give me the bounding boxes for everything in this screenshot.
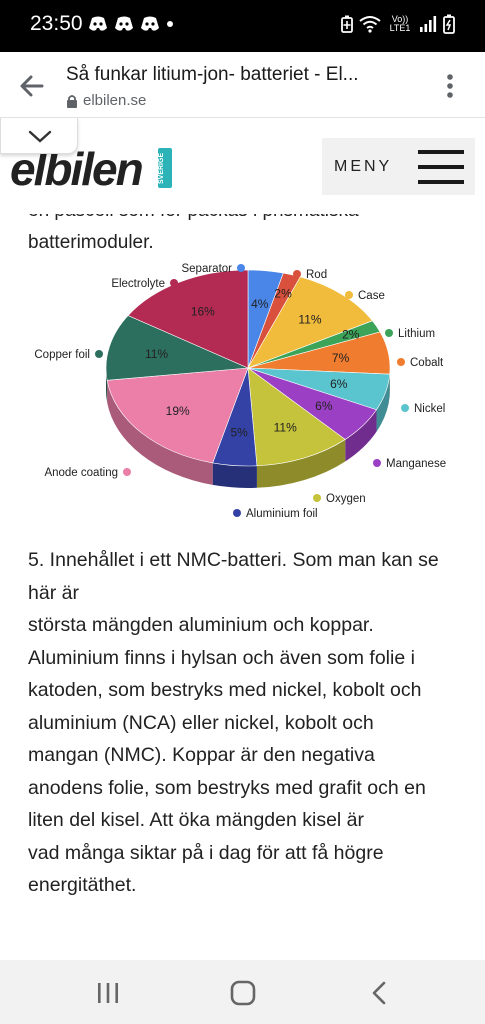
legend-dot	[95, 350, 103, 358]
discord-icon	[141, 16, 159, 31]
legend-dot	[373, 459, 381, 467]
system-nav-bar	[0, 960, 485, 1024]
caption-line: energitäthet.	[28, 874, 137, 896]
pie-value-label: 7%	[332, 351, 350, 365]
pie-slice-anode-coating	[106, 367, 249, 464]
article-text-cut: en pascell som for packas i prismatiska	[28, 214, 359, 222]
collapse-toolbar-button[interactable]	[0, 118, 78, 154]
pie-value-label: 11%	[145, 347, 168, 361]
caption-line: liten del kisel. Att öka mängden kisel ä…	[28, 809, 365, 831]
pie-value-label: 16%	[191, 304, 215, 318]
caption-line: katoden, som bestryks med nickel, kobolt…	[28, 679, 422, 701]
pie-value-label: 2%	[274, 286, 292, 300]
system-icons: Vo)) LTE1	[341, 14, 455, 34]
legend-label: Manganese	[386, 458, 446, 470]
chevron-down-icon	[28, 130, 52, 143]
legend-dot	[123, 468, 131, 476]
legend-label: Aluminium foil	[246, 508, 318, 520]
legend-dot	[233, 509, 241, 517]
battery-saver-icon	[341, 15, 353, 33]
recents-icon[interactable]	[94, 980, 122, 1006]
legend-dot	[345, 291, 353, 299]
discord-icon	[115, 16, 133, 31]
battery-content-pie-chart: 4% 2% 11% 2% 7% 6% 6% 11% 5% 19% 11% 16% Separator Ro…	[34, 263, 446, 520]
volte-icon: Vo)) LTE1	[389, 14, 411, 33]
legend-label: Separator	[181, 263, 232, 275]
legend-dot	[237, 264, 245, 272]
pie-value-label: 5%	[231, 425, 249, 439]
back-icon[interactable]	[366, 980, 394, 1006]
pie-slice-case	[247, 276, 373, 369]
status-time: 23:50	[30, 12, 83, 35]
discord-icon	[89, 16, 107, 31]
url-text: elbilen.se	[83, 92, 147, 109]
back-arrow-icon[interactable]	[18, 72, 46, 100]
browser-toolbar: Så funkar litium-jon- batteriet - El... …	[0, 52, 485, 118]
pie-slice-oxygen	[247, 367, 346, 467]
status-bar: 23:50 Vo)) LTE1	[0, 0, 485, 52]
battery-icon	[443, 14, 455, 34]
legend-label: Nickel	[414, 403, 445, 415]
caption-line: 5. Innehållet i ett NMC-batteri. Som man…	[28, 549, 439, 571]
legend-label: Oxygen	[326, 493, 366, 505]
legend-dot	[397, 358, 405, 366]
legend-label: Lithium	[398, 328, 435, 340]
signal-icon	[420, 16, 437, 32]
caption-line: här är	[28, 581, 79, 604]
pie-value-label: 19%	[166, 404, 190, 418]
lock-icon	[67, 94, 77, 108]
logo-tag: SVERIGE	[158, 148, 172, 188]
legend-dot	[401, 404, 409, 412]
site-header: elbilen SVERIGE MENY	[0, 118, 485, 214]
caption-line: Aluminium finns i hylsan och även som fo…	[28, 646, 415, 669]
wifi-icon	[359, 16, 381, 33]
pie-side-manganese	[345, 409, 377, 462]
article-text: batterimoduler.	[28, 232, 154, 253]
dot-icon	[167, 21, 173, 27]
article-body: en pascell som for packas i prismatiska …	[0, 214, 485, 960]
legend-label: Electrolyte	[111, 278, 165, 290]
menu-button[interactable]: MENY	[322, 138, 475, 195]
more-options-icon[interactable]	[438, 72, 462, 100]
pie-side-nickel	[376, 374, 390, 432]
caption-line: största mängden aluminium och koppar.	[28, 614, 374, 636]
caption-line: mangan (NMC). Koppar är den negativa	[28, 744, 375, 766]
page-title[interactable]: Så funkar litium-jon- batteriet - El...	[66, 64, 359, 85]
url-display[interactable]: elbilen.se	[66, 92, 146, 109]
legend-dot	[385, 329, 393, 337]
caption-line: anodens folie, som bestryks med grafit o…	[28, 776, 426, 799]
pie-slice-electrolyte	[127, 269, 249, 369]
legend-label: Cobalt	[410, 357, 444, 369]
legend-label: Case	[358, 290, 385, 302]
pie-side-anode-coating	[107, 380, 213, 485]
notification-icons	[88, 16, 174, 32]
home-icon[interactable]	[229, 980, 257, 1006]
caption-line: vad många siktar på i dag för att få hög…	[28, 841, 384, 864]
pie-value-label: 4%	[251, 297, 269, 311]
legend-dot	[293, 270, 301, 278]
pie-value-label: 6%	[330, 377, 348, 391]
pie-value-label: 11%	[274, 420, 297, 434]
legend-label: Anode coating	[44, 467, 118, 479]
legend-label: Rod	[306, 269, 327, 281]
pie-value-label: 6%	[315, 399, 333, 413]
legend-dot	[170, 279, 178, 287]
menu-label: MENY	[334, 158, 393, 175]
pie-value-label: 11%	[298, 312, 321, 326]
legend-dot	[313, 494, 321, 502]
pie-slice-copper-foil	[105, 315, 249, 381]
legend-label: Copper foil	[34, 349, 90, 361]
pie-value-label: 2%	[342, 328, 360, 342]
caption-line: aluminium (NCA) eller nickel, kobolt och	[28, 711, 374, 734]
pie-side-aluminium-foil	[212, 462, 257, 488]
hamburger-icon	[418, 150, 464, 184]
image-caption: 5. Innehållet i ett NMC-batteri. Som man…	[28, 544, 468, 902]
